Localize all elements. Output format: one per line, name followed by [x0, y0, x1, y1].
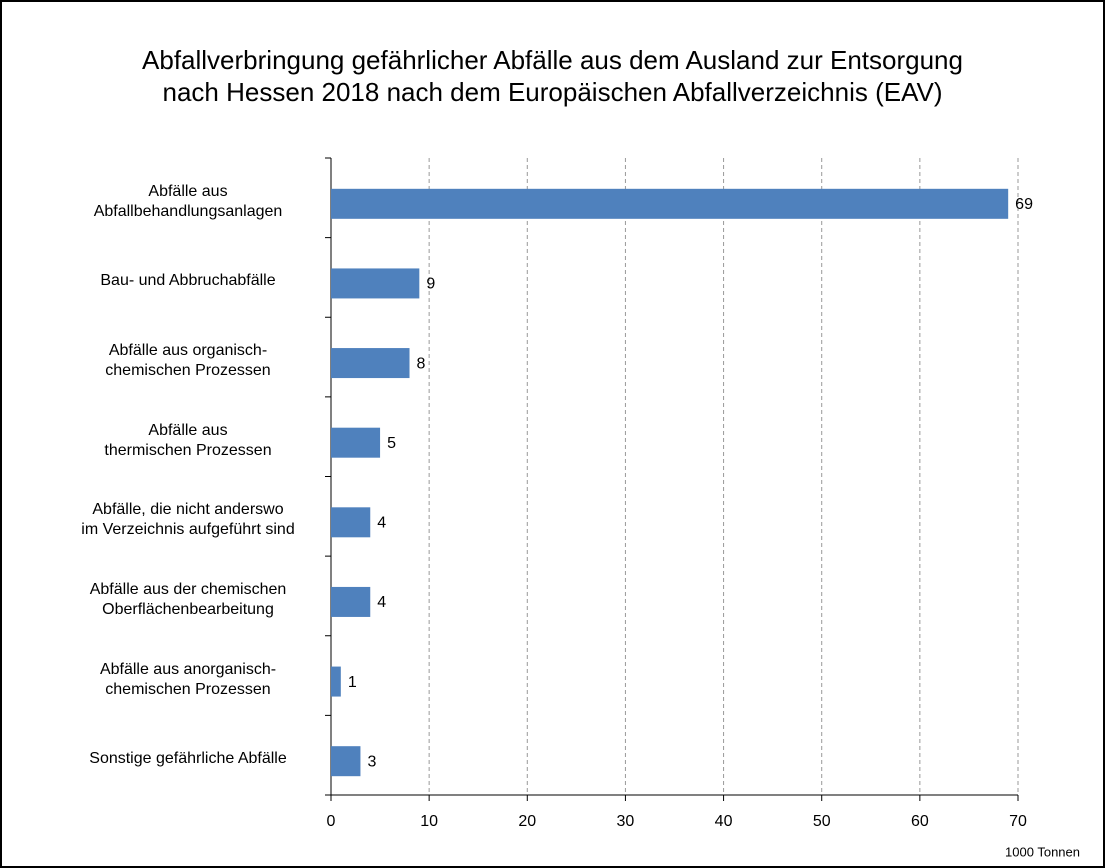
x-axis-label: 1000 Tonnen: [1005, 844, 1080, 859]
x-tick-label: 20: [518, 813, 536, 830]
bar: [331, 586, 371, 617]
bar: [331, 188, 1009, 219]
bar: [331, 427, 381, 458]
x-tick-label: 10: [420, 813, 438, 830]
y-tick-label: Abfälle aus anorganisch- chemischen Proz…: [99, 660, 277, 698]
bar: [331, 507, 371, 538]
bar: [331, 666, 341, 697]
y-tick-label: Abfälle aus Abfallbehandlungsanlagen: [93, 182, 283, 220]
y-tick-label: Abfälle aus der chemischen Oberflächenbe…: [89, 580, 287, 618]
x-tick-label: 30: [617, 813, 635, 830]
data-label: 4: [377, 594, 386, 611]
y-tick-label: Abfälle aus organisch- chemischen Prozes…: [105, 342, 271, 380]
y-tick-label: Abfälle, die nicht anderswo im Verzeichn…: [81, 501, 295, 539]
data-label: 9: [426, 276, 435, 293]
bar: [331, 268, 420, 299]
x-tick-label: 40: [715, 813, 733, 830]
x-tick-label: 0: [327, 813, 336, 830]
data-label: 69: [1015, 196, 1033, 213]
data-label: 8: [417, 355, 426, 372]
x-tick-label: 60: [911, 813, 929, 830]
y-tick-label: Sonstige gefährliche Abfälle: [89, 750, 287, 768]
data-label: 5: [387, 435, 396, 452]
data-label: 3: [367, 753, 376, 770]
bar: [331, 348, 410, 379]
chart-title: Abfallverbringung gefährlicher Abfälle a…: [142, 45, 963, 107]
data-label: 4: [377, 515, 386, 532]
bar: [331, 746, 361, 777]
data-label: 1: [348, 674, 357, 691]
y-tick-label: Bau- und Abbruchabfälle: [100, 272, 276, 290]
y-tick-label: Abfälle aus thermischen Prozessen: [104, 421, 272, 459]
x-tick-label: 70: [1009, 813, 1027, 830]
x-tick-label: 50: [813, 813, 831, 830]
